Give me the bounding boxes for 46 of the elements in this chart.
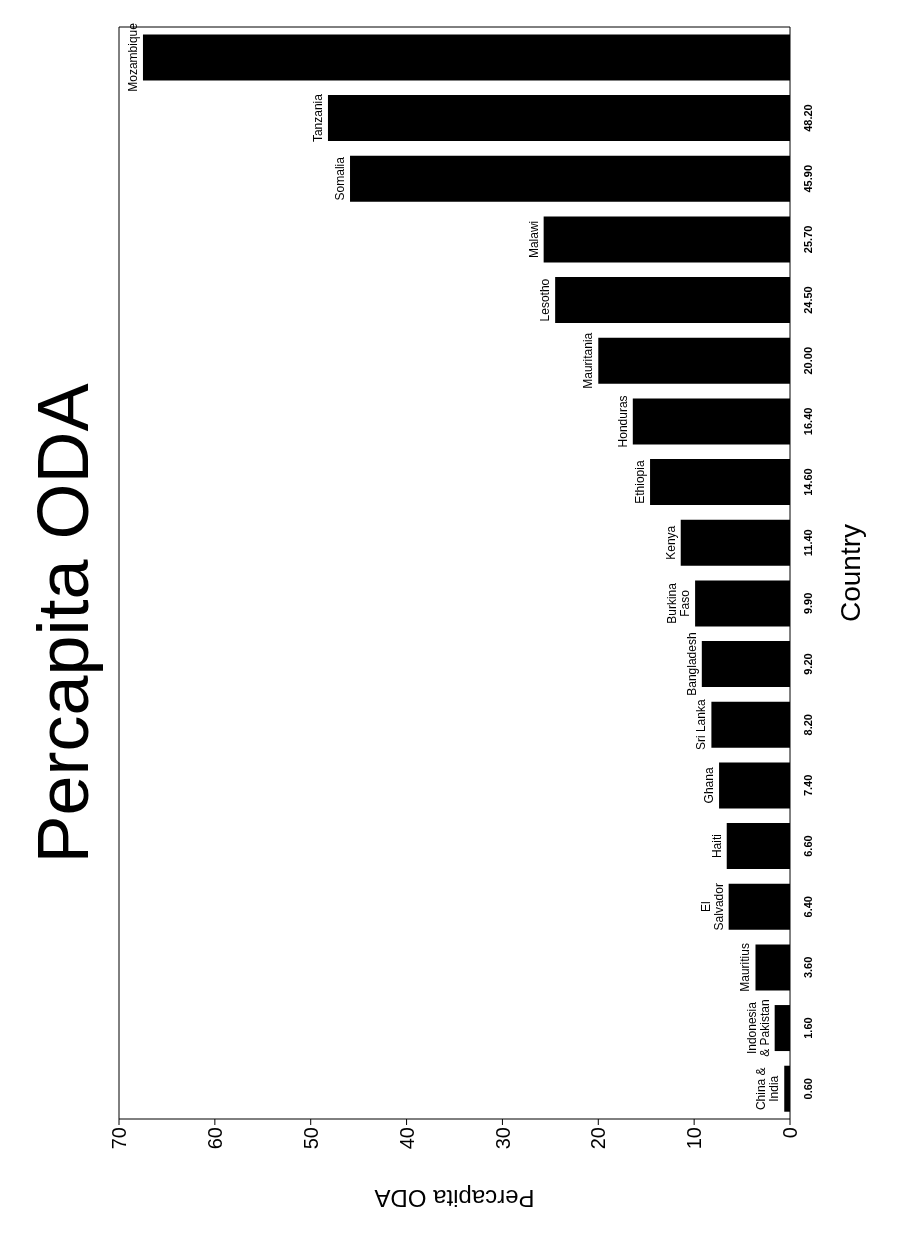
data-label: 6.60	[802, 835, 814, 857]
y-tick-label: Ethiopia	[633, 460, 648, 504]
data-label: 0.60	[802, 1078, 814, 1100]
data-label: 9.90	[802, 592, 814, 615]
data-label: 7.40	[802, 774, 814, 797]
data-label: 9.20	[802, 653, 814, 675]
x-tick-label: 10	[683, 1127, 706, 1150]
data-label: 16.40	[802, 407, 814, 436]
y-tick-label: Ghana	[702, 767, 717, 804]
y-tick-label: Haiti	[709, 834, 724, 859]
y-tick-label: Honduras	[615, 395, 630, 448]
y-tick-label: Sri Lanka	[694, 699, 709, 751]
data-label: 24.50	[802, 286, 814, 314]
data-label: 3.60	[802, 956, 814, 979]
y-tick-label: Kenya	[663, 525, 678, 560]
data-label: 8.20	[802, 714, 814, 736]
x-tick-label: 40	[395, 1127, 418, 1150]
x-tick-label: 30	[491, 1127, 514, 1150]
data-label: 14.60	[802, 468, 814, 496]
y-tick-label: Lesotho	[538, 278, 553, 322]
y-tick-label: Mozambique	[125, 22, 140, 92]
data-label: 6.40	[802, 896, 814, 918]
y-tick-label: Somalia	[333, 156, 348, 201]
y-tick-label: Malawi	[526, 220, 541, 259]
x-axis-title: Percapita ODA	[374, 1185, 535, 1213]
data-label: 11.40	[802, 529, 814, 557]
data-label: 45.90	[802, 164, 814, 193]
x-tick-label: 20	[587, 1127, 610, 1150]
y-tick-label: El Salvador	[698, 883, 726, 931]
y-tick-label: Bangladesh	[684, 632, 699, 696]
x-tick-label: 70	[108, 1127, 131, 1150]
x-tick-label: 60	[203, 1127, 226, 1150]
y-axis-title: Country	[835, 523, 866, 623]
y-tick-label: Tanzania	[310, 93, 325, 143]
x-tick-label: 0	[779, 1127, 802, 1139]
y-tick-label: China & India	[754, 1067, 782, 1111]
x-tick-label: 50	[299, 1127, 322, 1150]
data-label: 25.70	[802, 225, 814, 254]
y-tick-label: Mauritius	[738, 943, 753, 992]
data-label: 20.00	[802, 346, 814, 375]
data-label: 1.60	[802, 1017, 814, 1039]
y-tick-label: Indonesia & Pakistan	[744, 999, 772, 1057]
text: Percapita ODA	[23, 383, 103, 864]
y-tick-label: Burkina Faso	[665, 582, 693, 624]
data-label: 48.20	[802, 104, 814, 132]
y-tick-label: Mauritania	[581, 332, 596, 389]
